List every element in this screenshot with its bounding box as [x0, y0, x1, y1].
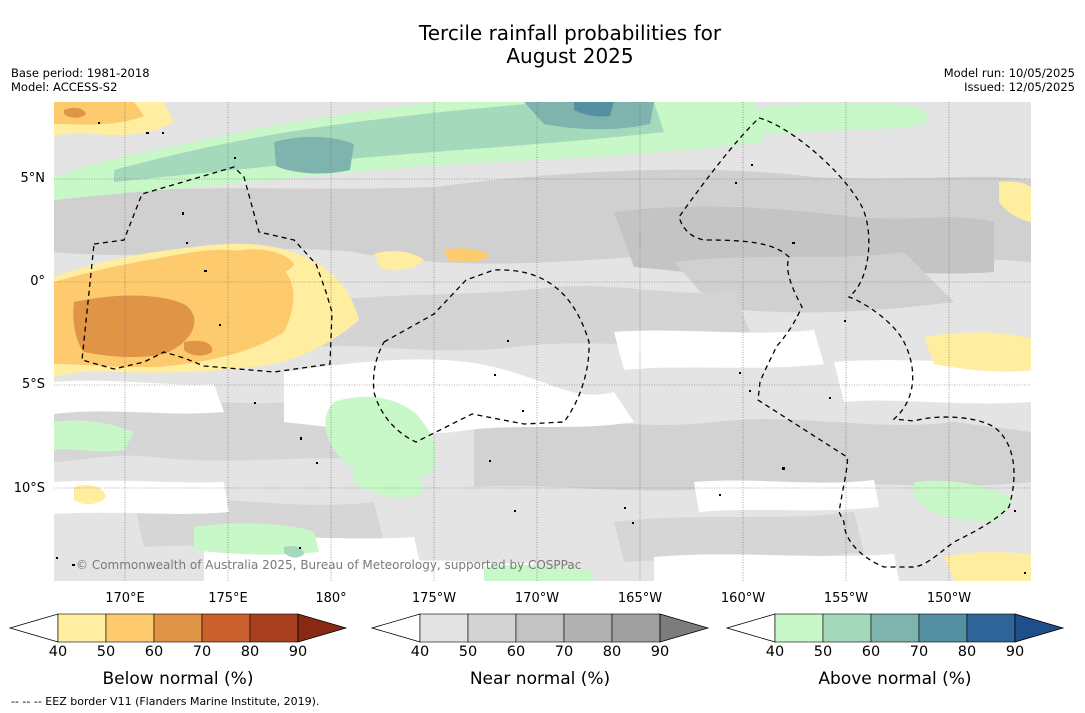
- lon-label-175w: 175°W: [411, 591, 457, 606]
- colorbar-tick-label: 90: [288, 644, 308, 660]
- colorbar-segment: [822, 613, 872, 643]
- meta-left: Base period: 1981-2018 Model: ACCESS-S2: [11, 66, 150, 94]
- colorbar-segment: [201, 613, 251, 643]
- lat-label-5n: 5°N: [20, 171, 46, 186]
- lon-label-180: 180°: [315, 591, 347, 606]
- colorbar-segment: [57, 613, 107, 643]
- model-name: Model: ACCESS-S2: [11, 80, 118, 94]
- colorbar-title-near: Near normal (%): [469, 669, 611, 689]
- colorbar-tick-label: 80: [957, 644, 977, 660]
- eez-borders: [81, 117, 1015, 568]
- colorbar-segment: [105, 613, 155, 643]
- colorbar-tick-label: 90: [650, 644, 670, 660]
- island-coastlines: [56, 122, 1026, 574]
- colorbar-tick-label: 40: [48, 644, 68, 660]
- colorbar-tick-label: 80: [602, 644, 622, 660]
- eez-footer-note: -- -- -- EEZ border V11 (Flanders Marine…: [11, 695, 320, 708]
- colorbar-extend-low: [725, 613, 776, 643]
- issued-date: Issued: 12/05/2025: [964, 80, 1075, 94]
- base-period: Base period: 1981-2018: [11, 66, 150, 80]
- colorbar-segment: [153, 613, 203, 643]
- colorbar-extend-high: [659, 613, 710, 643]
- lon-label-170w: 170°W: [514, 591, 560, 606]
- no-dominant-shading: [54, 330, 1031, 581]
- colorbar-segment: [611, 613, 661, 643]
- colorbar-tick-label: 90: [1005, 644, 1025, 660]
- colorbar-segment: [467, 613, 517, 643]
- lon-label-155w: 155°W: [823, 591, 869, 606]
- colorbar-tick-label: 70: [909, 644, 929, 660]
- lat-label-0: 0°: [30, 274, 45, 289]
- colorbar-segment: [870, 613, 920, 643]
- colorbar-tick-label: 80: [240, 644, 260, 660]
- colorbars: [8, 613, 1065, 643]
- lon-label-170e: 170°E: [105, 591, 145, 606]
- colorbar-extend-high: [1014, 613, 1065, 643]
- colorbar-tick-label: 40: [410, 644, 430, 660]
- colorbar-tick-label: 40: [765, 644, 785, 660]
- below-normal-shading: [54, 102, 1031, 581]
- map-title: Tercile rainfall probabilities for Augus…: [0, 22, 1085, 68]
- colorbar-segment: [918, 613, 968, 643]
- colorbar-extend-low: [370, 613, 421, 643]
- lon-label-165w: 165°W: [617, 591, 663, 606]
- colorbar-title-below: Below normal (%): [102, 669, 254, 689]
- colorbar-segment: [515, 613, 565, 643]
- gridlines: [54, 102, 1031, 581]
- colorbar-tick-label: 60: [506, 644, 526, 660]
- lon-label-150w: 150°W: [926, 591, 972, 606]
- colorbar-tick-label: 60: [144, 644, 164, 660]
- colorbar-above-normal: [725, 613, 1065, 643]
- meta-right: Model run: 10/05/2025 Issued: 12/05/2025: [944, 66, 1075, 94]
- lat-label-10s: 10°S: [13, 481, 45, 496]
- lon-label-160w: 160°W: [720, 591, 766, 606]
- colorbar-below-normal: [8, 613, 348, 643]
- lat-label-5s: 5°S: [21, 377, 45, 392]
- colorbar-tick-label: 50: [813, 644, 833, 660]
- colorbar-tick-label: 50: [96, 644, 116, 660]
- title-line-2: August 2025: [506, 44, 634, 68]
- colorbar-extend-low: [8, 613, 59, 643]
- colorbar-near-normal: [370, 613, 710, 643]
- model-run: Model run: 10/05/2025: [943, 66, 1075, 80]
- colorbar-tick-label: 70: [554, 644, 574, 660]
- colorbar-tick-label: 70: [192, 644, 212, 660]
- colorbar-title-above: Above normal (%): [818, 669, 972, 689]
- colorbar-segment: [419, 613, 469, 643]
- colorbar-extend-high: [297, 613, 348, 643]
- colorbar-segment: [774, 613, 824, 643]
- colorbar-tick-label: 50: [458, 644, 478, 660]
- copyright-text: © Commonwealth of Australia 2025, Bureau…: [76, 558, 582, 572]
- rainfall-probability-map: [54, 102, 1031, 581]
- title-line-1: Tercile rainfall probabilities for: [418, 21, 722, 45]
- colorbar-segment: [249, 613, 299, 643]
- lon-label-175e: 175°E: [208, 591, 248, 606]
- above-normal-shading: [54, 102, 1014, 581]
- colorbar-segment: [563, 613, 613, 643]
- colorbar-segment: [966, 613, 1016, 643]
- colorbar-tick-label: 60: [861, 644, 881, 660]
